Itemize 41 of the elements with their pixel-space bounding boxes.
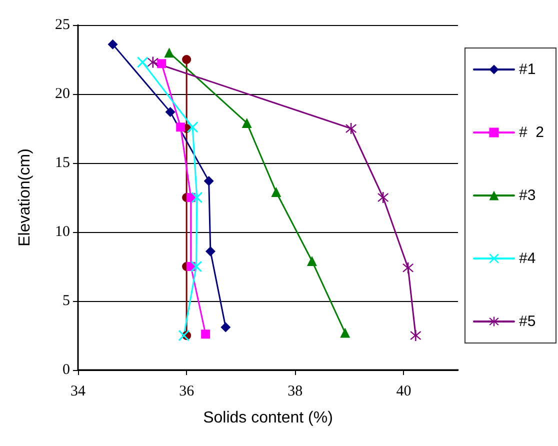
legend-label: #3 — [518, 187, 536, 204]
y-tick-label: 5 — [62, 293, 70, 309]
point — [190, 261, 202, 272]
x-axis-title: Solids content (%) — [203, 410, 333, 426]
point — [165, 106, 176, 117]
point — [220, 322, 231, 332]
point — [201, 330, 210, 339]
point — [306, 256, 317, 266]
point — [271, 186, 282, 197]
y-tick-label: 15 — [55, 155, 70, 171]
point — [182, 55, 192, 64]
legend-label: #4 — [518, 250, 536, 267]
point — [137, 56, 148, 68]
x-tick-label: 34 — [70, 384, 86, 400]
y-tick-label: 0 — [62, 362, 70, 378]
y-tick-label: 10 — [55, 224, 70, 240]
point — [204, 176, 214, 186]
point — [108, 39, 118, 50]
point — [378, 192, 389, 203]
point — [410, 330, 422, 341]
point — [340, 328, 350, 338]
legend-label: #5 — [518, 313, 536, 330]
point — [191, 192, 202, 203]
point — [242, 118, 252, 128]
point — [402, 262, 414, 274]
y-tick-label: 20 — [55, 86, 70, 102]
x-tick-label: 36 — [179, 384, 195, 400]
point — [205, 246, 216, 256]
point — [346, 123, 357, 134]
point — [147, 56, 158, 68]
y-tick-label: 25 — [55, 17, 70, 33]
point — [176, 122, 186, 132]
x-tick-label: 38 — [288, 384, 303, 400]
point — [178, 330, 190, 341]
legend-label: # 2 — [518, 124, 544, 141]
x-tick-label: 40 — [396, 384, 412, 400]
point — [157, 59, 166, 68]
point — [187, 122, 198, 133]
point — [164, 48, 174, 58]
legend-label: #1 — [518, 61, 536, 78]
y-axis-title: Elevation(cm) — [16, 148, 34, 246]
